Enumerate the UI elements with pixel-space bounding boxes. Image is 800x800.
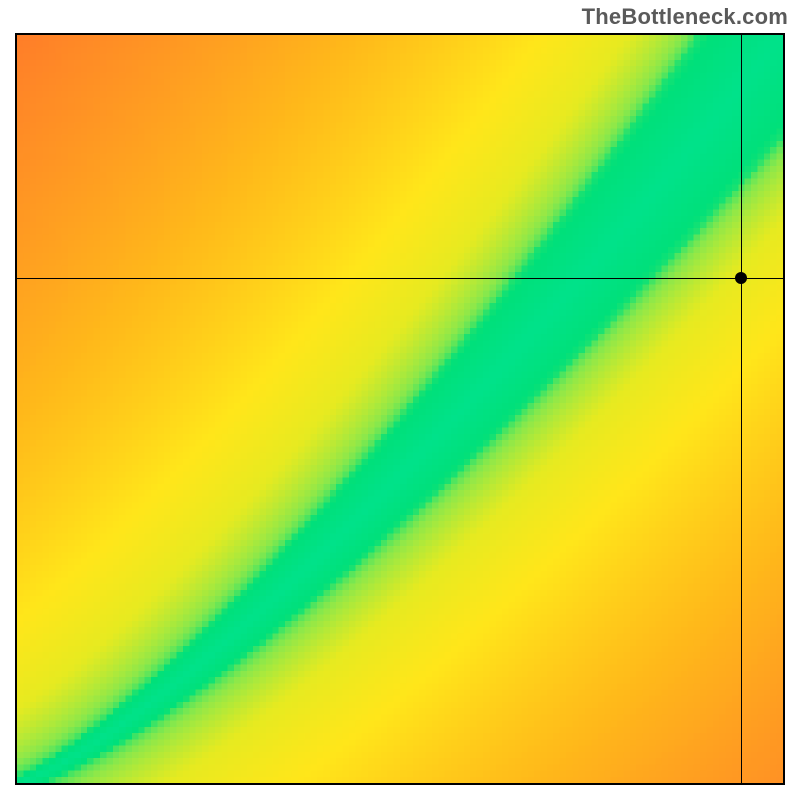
chart-container: TheBottleneck.com: [0, 0, 800, 800]
heatmap-canvas: [17, 35, 783, 783]
crosshair-horizontal-line: [17, 278, 783, 279]
crosshair-vertical-line: [741, 35, 742, 783]
heatmap-plot-area: [15, 33, 785, 785]
watermark-text: TheBottleneck.com: [582, 4, 788, 30]
crosshair-marker-dot: [735, 272, 747, 284]
